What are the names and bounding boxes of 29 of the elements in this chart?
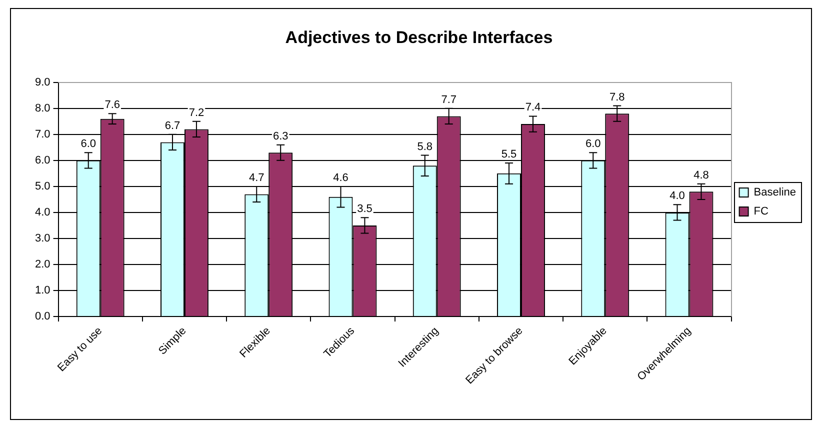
data-label: 7.8 (609, 91, 625, 104)
legend-label: FC (754, 206, 769, 218)
data-label: 5.8 (417, 140, 433, 153)
data-label: 5.5 (501, 148, 517, 161)
chart-title: Adjectives to Describe Interfaces (285, 28, 553, 47)
y-tick-label: 5.0 (34, 180, 50, 192)
data-label: 7.2 (188, 106, 204, 119)
data-label: 4.8 (694, 169, 709, 182)
data-label: 6.0 (585, 138, 601, 150)
data-label: 6.0 (80, 138, 96, 150)
y-tick-label: 3.0 (34, 232, 50, 244)
data-label: 7.7 (441, 94, 456, 106)
y-tick-label: 7.0 (34, 128, 50, 140)
data-label: 6.3 (272, 130, 288, 142)
data-label: 7.4 (525, 102, 541, 114)
y-tick-label: 1.0 (34, 284, 50, 297)
data-label: 6.7 (164, 120, 180, 132)
data-label: 4.0 (670, 190, 685, 202)
data-label: 4.6 (333, 172, 348, 184)
y-tick-label: 4.0 (34, 206, 50, 218)
data-label: 4.7 (248, 172, 264, 184)
y-tick-label: 0.0 (34, 310, 50, 323)
y-tick-label: 9.0 (34, 76, 50, 88)
y-tick-label: 2.0 (34, 258, 50, 270)
y-tick-label: 6.0 (34, 154, 50, 166)
data-label: 7.6 (104, 99, 120, 112)
y-tick-label: 8.0 (34, 102, 50, 114)
data-label: 3.5 (357, 203, 372, 216)
legend-label: Baseline (754, 186, 796, 199)
